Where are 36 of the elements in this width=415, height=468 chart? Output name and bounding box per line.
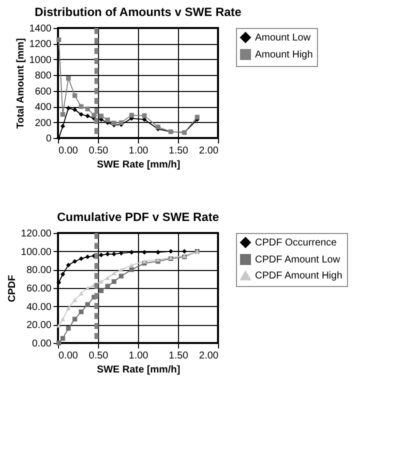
y-tick-label: 80.00 (26, 265, 52, 276)
x-tick-label: 1.00 (128, 146, 149, 156)
x-tick-label: 1.50 (168, 146, 189, 156)
chart-title: Cumulative PDF v SWE Rate (56, 210, 220, 224)
y-tick-label: 0 (46, 134, 52, 144)
y-tick-label: 1400 (29, 24, 52, 34)
y-tick-label: 600 (34, 86, 52, 98)
x-tick-label: 0.50 (88, 350, 109, 362)
legend-label: Amount Low (255, 32, 312, 44)
y-tick-label: 400 (34, 102, 52, 114)
x-tick-label: 1.00 (128, 350, 149, 362)
legend-label: CPDF Amount Low (255, 254, 341, 266)
y-tick-label: 200 (34, 118, 52, 129)
y-tick-label: 120.00 (20, 228, 52, 240)
y-axis-title: Total Amount [mm] (15, 38, 26, 129)
y-tick-label: 1000 (29, 54, 52, 66)
y-tick-label: 800 (34, 70, 52, 82)
legend-label: Amount High (255, 50, 313, 60)
x-tick-label: 2.00 (199, 146, 219, 156)
chart-title: Distribution of Amounts v SWE Rate (34, 5, 242, 19)
x-tick-label: 0.00 (58, 146, 78, 156)
y-tick-label: 0.00 (32, 338, 52, 350)
x-tick-label: 0.50 (88, 146, 109, 156)
x-tick-label: 2.00 (199, 350, 219, 362)
y-tick-label: 20.00 (26, 320, 52, 332)
legend-label: CPDF Occurrence (255, 238, 338, 248)
y-tick-label: 40.00 (26, 302, 52, 313)
x-tick-label: 0.00 (58, 350, 78, 362)
y-tick-label: 1200 (29, 39, 52, 50)
y-axis-title: CPDF (6, 274, 18, 302)
x-axis-title: SWE Rate [mm/h] (96, 364, 180, 376)
y-tick-label: 100.00 (20, 246, 52, 258)
legend-label: CPDF Amount High (255, 270, 342, 282)
x-axis-title: SWE Rate [mm/h] (96, 160, 180, 170)
y-tick-label: 60.00 (26, 284, 52, 294)
x-tick-label: 1.50 (168, 350, 189, 362)
